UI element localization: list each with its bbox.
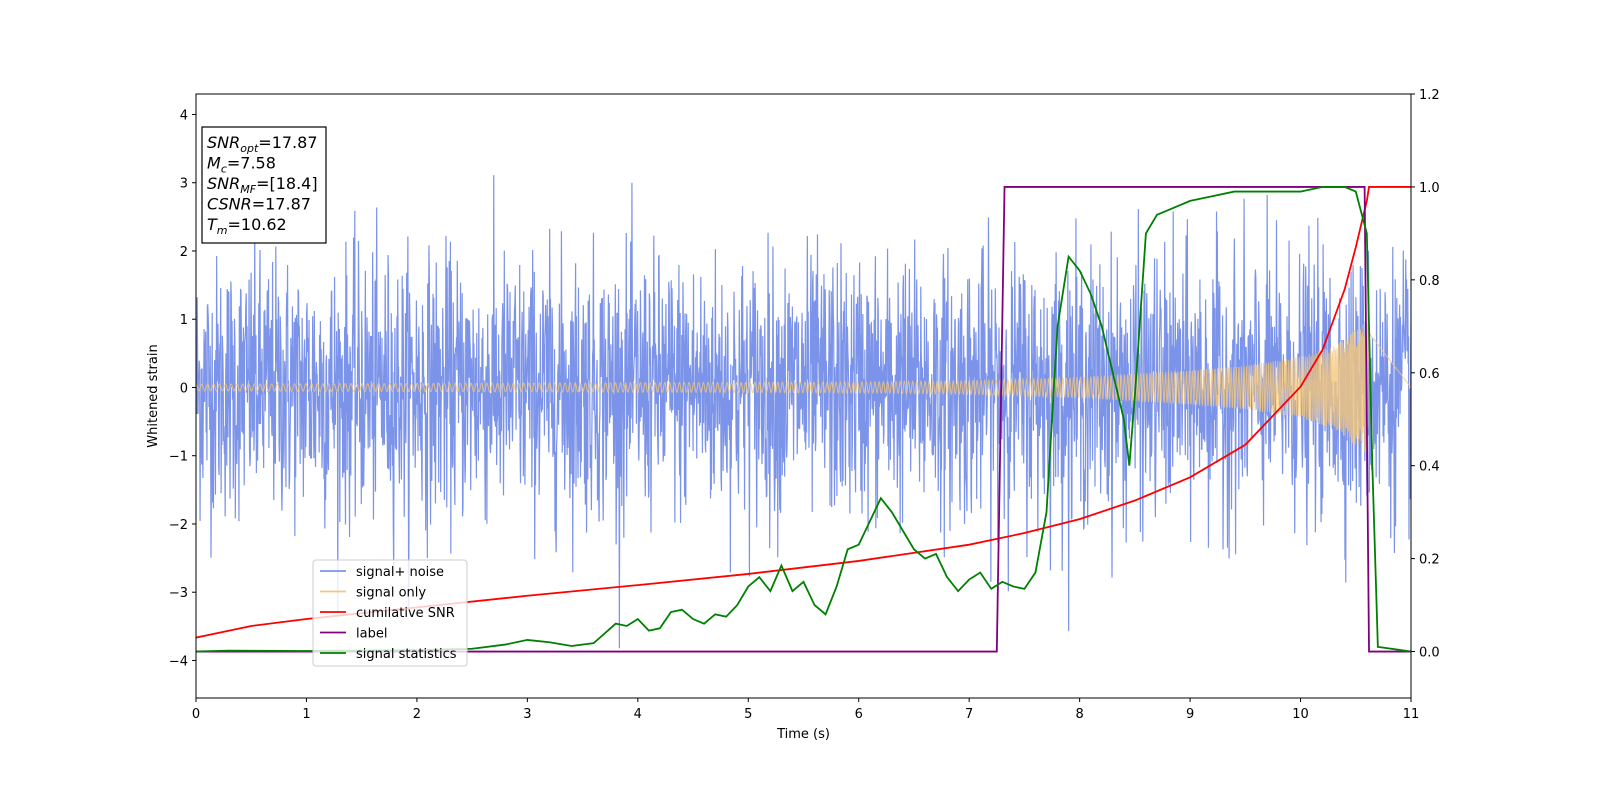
x-axis: 0 1 2 3 4 5 6 7 8 9 10 11 bbox=[192, 698, 1419, 722]
y-axis-left: −4 −3 −2 −1 0 1 2 3 4 bbox=[169, 108, 196, 669]
x-tick-label: 1 bbox=[302, 707, 310, 722]
x-tick-label: 8 bbox=[1075, 707, 1083, 722]
y2-tick-label: 0.0 bbox=[1419, 646, 1440, 661]
y2-tick-label: 0.2 bbox=[1419, 553, 1440, 568]
annotation-box bbox=[201, 126, 327, 244]
axes-frame bbox=[195, 93, 1412, 699]
x-tick-label: 9 bbox=[1186, 707, 1194, 722]
stats-annotation-box: SNRopt=17.87Mc=7.58SNRMF=[18.4]CSNR=17.8… bbox=[201, 126, 327, 244]
x-tick-label: 0 bbox=[192, 707, 200, 722]
y-tick-label: 2 bbox=[180, 245, 188, 260]
x-tick-label: 3 bbox=[523, 707, 531, 722]
x-tick-label: 5 bbox=[744, 707, 752, 722]
y-tick-label: 0 bbox=[180, 381, 188, 396]
y2-tick-label: 0.8 bbox=[1419, 274, 1440, 289]
y-axis-label: Whitened strain bbox=[146, 344, 161, 447]
y-tick-label: −2 bbox=[169, 518, 188, 533]
y-tick-label: −3 bbox=[169, 586, 188, 601]
series-signal-noise-line bbox=[196, 175, 1411, 649]
y-tick-label: 3 bbox=[180, 177, 188, 192]
x-tick-label: 4 bbox=[634, 707, 642, 722]
legend-label: label bbox=[356, 627, 387, 642]
x-tick-label: 10 bbox=[1292, 707, 1309, 722]
x-axis-label: Time (s) bbox=[776, 727, 830, 742]
annotation-line: SNRMF=[18.4] bbox=[207, 174, 318, 196]
y2-tick-label: 1.2 bbox=[1419, 88, 1440, 103]
series-signal-only-line bbox=[196, 323, 1411, 453]
series-signal-statistics-line bbox=[196, 186, 1411, 653]
y2-tick-label: 0.6 bbox=[1419, 367, 1440, 382]
series-label-line bbox=[196, 186, 1411, 653]
x-tick-label: 11 bbox=[1403, 707, 1420, 722]
annotation-line: SNRopt=17.87 bbox=[207, 133, 318, 155]
y-axis-right: 0.0 0.2 0.4 0.6 0.8 1.0 1.2 bbox=[1411, 88, 1440, 661]
x-tick-label: 6 bbox=[855, 707, 863, 722]
y-tick-label: −1 bbox=[169, 450, 188, 465]
legend-label: signal+ noise bbox=[356, 565, 444, 580]
x-tick-label: 2 bbox=[413, 707, 421, 722]
annotation-line: Mc=7.58 bbox=[207, 154, 276, 176]
annotation-line: Tm=10.62 bbox=[207, 215, 287, 237]
y2-tick-label: 1.0 bbox=[1419, 181, 1440, 196]
x-tick-label: 7 bbox=[965, 707, 973, 722]
legend-box bbox=[312, 559, 468, 667]
y-tick-label: 4 bbox=[180, 108, 188, 123]
legend-label: cumilative SNR bbox=[356, 606, 455, 621]
legend-label: signal statistics bbox=[356, 647, 457, 662]
y-tick-label: −4 bbox=[169, 654, 188, 669]
legend-label: signal only bbox=[356, 586, 426, 601]
y2-tick-label: 0.4 bbox=[1419, 460, 1440, 475]
legend: signal+ noise signal only cumilative SNR la… bbox=[312, 559, 468, 667]
annotation-line: CSNR=17.87 bbox=[207, 195, 311, 214]
y-tick-label: 1 bbox=[180, 313, 188, 328]
